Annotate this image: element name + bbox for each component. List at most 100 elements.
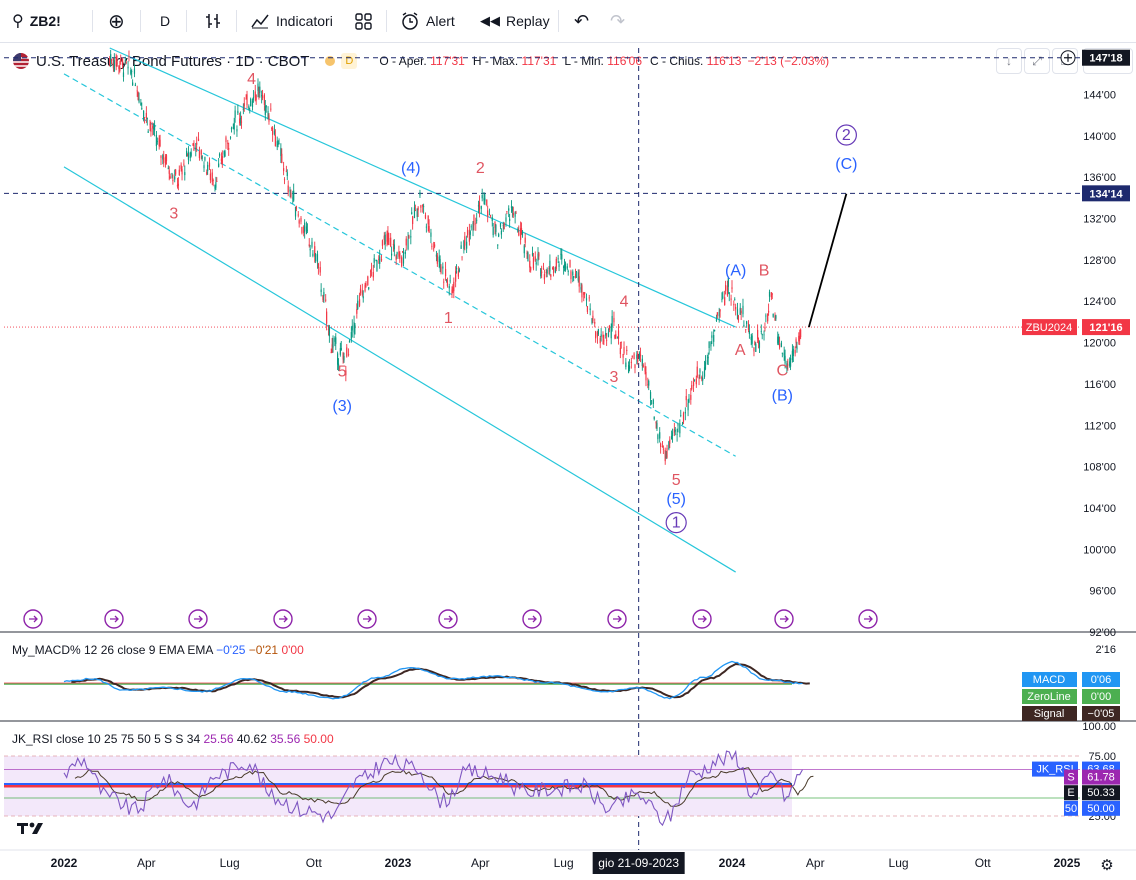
price-bar-body xyxy=(444,268,447,277)
redo-button[interactable]: ↷ xyxy=(610,0,631,42)
price-bar-body xyxy=(761,333,763,336)
pane-settings-button[interactable]: □ xyxy=(1052,48,1078,74)
price-bar-body xyxy=(554,266,556,273)
price-bar-body xyxy=(297,214,299,216)
price-bar-body xyxy=(649,392,652,399)
rsi-legend: JK_RSI close 10 25 75 50 5 S S 34 25.56 … xyxy=(12,732,334,746)
arrow-right-icon xyxy=(780,615,789,623)
price-bar-body xyxy=(668,441,670,450)
price-bar-body xyxy=(631,355,633,357)
price-bar-body xyxy=(466,241,468,249)
rsi-band xyxy=(4,756,792,816)
wave-label: 1 xyxy=(672,515,681,532)
price-bar-body xyxy=(527,252,529,261)
price-bar-body xyxy=(743,324,745,327)
price-bar-body xyxy=(466,230,469,235)
price-bar-body xyxy=(218,154,221,156)
price-bar-body xyxy=(425,226,427,228)
replay-button[interactable]: ◀◀ Replay xyxy=(480,0,550,42)
price-bar-body xyxy=(274,135,276,147)
toolbar-divider xyxy=(186,10,187,32)
price-bar-body xyxy=(580,287,582,290)
price-bar-body xyxy=(293,190,295,201)
price-bar-body xyxy=(588,297,590,299)
price-bar-body xyxy=(176,184,179,187)
price-bar-body xyxy=(196,142,198,145)
price-bar-body xyxy=(130,70,132,74)
price-bar-body xyxy=(242,108,244,111)
price-bar-body xyxy=(398,251,400,257)
collapse-pane-button[interactable]: ↓ xyxy=(996,48,1022,74)
compare-button[interactable]: ⊕ xyxy=(108,0,131,42)
price-bar-body xyxy=(650,403,653,405)
interval-button[interactable]: D xyxy=(160,0,170,42)
economic-event-icon xyxy=(188,609,208,629)
price-bar-body xyxy=(172,179,174,182)
last-price-box xyxy=(1082,319,1130,336)
rsi-readout-s: 40.62 xyxy=(236,732,267,746)
price-bar-body xyxy=(413,207,416,219)
price-bar-body xyxy=(156,141,158,142)
alert-button[interactable]: Alert xyxy=(400,0,455,42)
channel-line xyxy=(63,166,736,573)
price-bar-body xyxy=(703,367,706,377)
price-bar-body xyxy=(402,251,405,264)
price-bar-body xyxy=(420,205,422,208)
grid-layout-icon xyxy=(355,13,372,30)
price-bar-body xyxy=(623,347,625,354)
price-bar-body xyxy=(600,334,602,337)
price-bar-body xyxy=(688,398,690,403)
arrow-right-icon xyxy=(279,615,288,623)
wave-labels: 4 3 5 (3) (4) 2 1 4 3 5 (5) 1 (A) B A C (B) 2 (C) xyxy=(169,71,857,534)
price-bar-body xyxy=(427,215,429,225)
indicators-button[interactable]: Indicatori xyxy=(250,0,333,42)
price-bar-body xyxy=(665,456,667,458)
price-bar-body xyxy=(330,352,332,354)
toolbar-divider xyxy=(236,10,237,32)
wave-label: (5) xyxy=(666,491,686,508)
price-bar-body xyxy=(567,271,569,273)
time-tick-label: 2022 xyxy=(51,856,78,870)
price-bar-body xyxy=(314,246,316,257)
price-bar-body xyxy=(542,268,545,269)
chart-settings-button[interactable]: ⚙ xyxy=(1096,854,1118,876)
macd-tick-label: 2'16 xyxy=(1096,644,1116,656)
price-bar-body xyxy=(613,317,615,323)
price-bar-body xyxy=(186,155,189,157)
rsi-value-text: 50.00 xyxy=(1087,803,1115,815)
price-bar-body xyxy=(595,331,597,339)
price-bar-body xyxy=(401,251,404,252)
price-bar-body xyxy=(153,124,156,131)
close-value: 116'13 xyxy=(706,54,742,68)
economic-event-icon xyxy=(438,609,458,629)
price-bar-body xyxy=(657,434,659,440)
price-bar-body xyxy=(424,214,427,219)
price-bar-body xyxy=(473,214,475,226)
undo-button[interactable]: ↶ xyxy=(574,0,595,42)
price-bar-body xyxy=(605,333,607,336)
symbol-search-button[interactable]: ⚲ ZB2! xyxy=(12,0,61,42)
wave-label: 5 xyxy=(672,472,681,489)
price-bar-body xyxy=(486,199,488,206)
price-bar-body xyxy=(480,206,482,209)
price-bar-body xyxy=(361,290,363,295)
price-bar-body xyxy=(264,105,266,115)
price-tick-label: 144'00 xyxy=(1083,90,1116,102)
price-bar-body xyxy=(325,299,327,301)
price-bar-body xyxy=(699,369,701,373)
price-bar-body xyxy=(327,329,330,330)
currency-selector[interactable]: USD ▼ xyxy=(1083,48,1133,74)
price-bar-body xyxy=(245,98,247,100)
chart-type-button[interactable] xyxy=(204,0,222,42)
price-bar-body xyxy=(337,363,340,366)
price-bar-body xyxy=(311,241,313,247)
price-bar-body xyxy=(331,344,333,353)
price-bar-body xyxy=(731,287,733,290)
price-bar-body xyxy=(457,270,459,277)
price-bar-body xyxy=(510,206,513,208)
maximize-pane-button[interactable]: ⤢ xyxy=(1024,48,1050,74)
wave-label: 4 xyxy=(620,293,629,310)
layouts-button[interactable] xyxy=(354,0,372,42)
price-bar-body xyxy=(642,364,644,368)
price-bar-body xyxy=(412,216,414,225)
